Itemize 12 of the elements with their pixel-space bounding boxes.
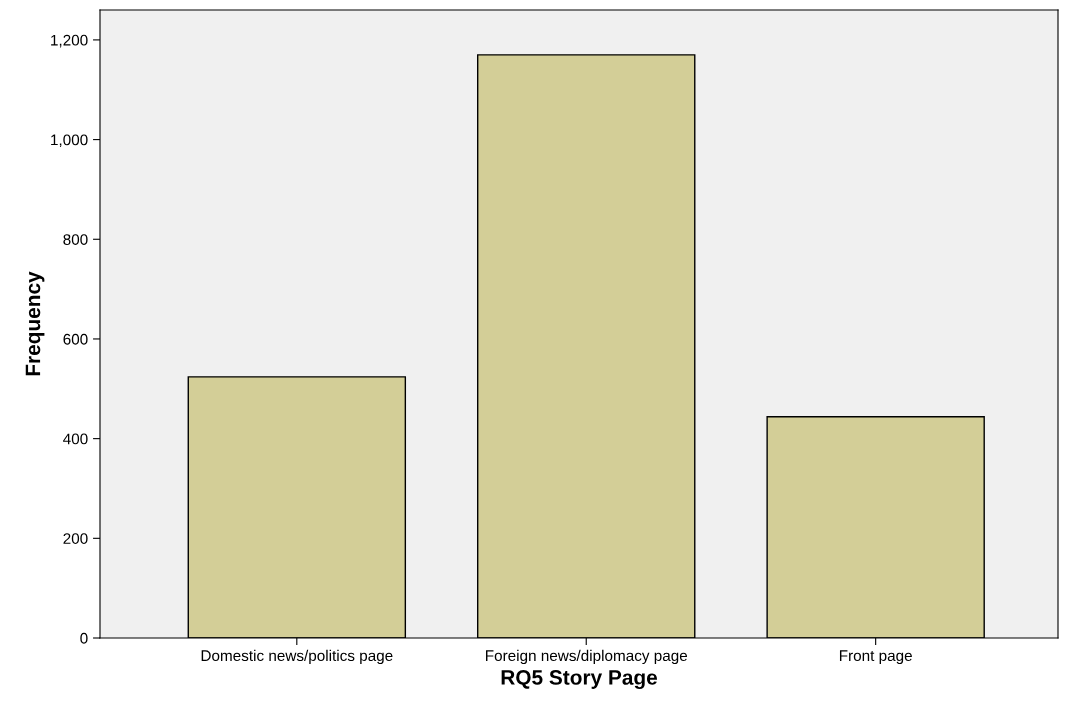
y-axis-title: Frequency	[25, 271, 45, 376]
y-tick-label: 400	[63, 433, 88, 445]
y-tick-label: 200	[63, 533, 88, 544]
x-tick-label: Foreign news/diplomacy page	[486, 649, 688, 665]
y-tick-label: 1,200	[51, 34, 88, 48]
y-tick-label: 600	[63, 333, 88, 345]
x-tick-label: Domestic news/politics page	[201, 649, 393, 665]
y-tick-label: 0	[80, 632, 88, 644]
y-tick-label: 1,000	[51, 134, 88, 148]
x-tick-label: Front page	[839, 650, 912, 665]
y-tick-label: 800	[63, 234, 88, 245]
x-axis-title: RQ5 Story Page	[501, 670, 658, 690]
